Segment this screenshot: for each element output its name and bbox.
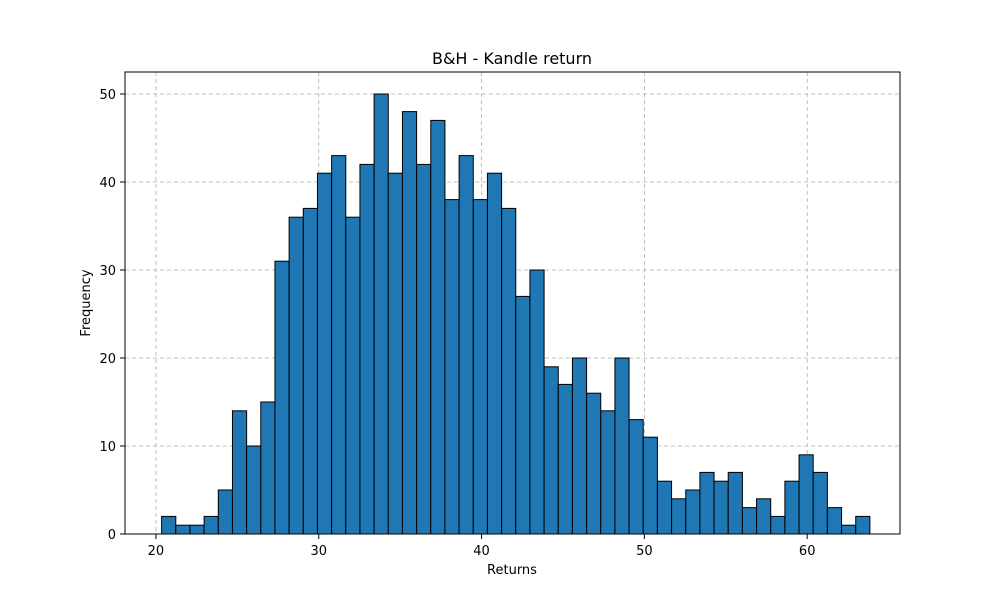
histogram-bar [642,436,658,535]
y-tick-label: 50 [99,88,116,103]
histogram-bar [260,401,276,535]
histogram-bar [217,489,233,535]
histogram-bar [231,410,248,535]
histogram-bar [841,524,857,535]
histogram-bar [784,480,800,535]
histogram-bar [444,199,460,535]
chart-title: B&H - Kandle return [432,49,592,68]
histogram-bar [501,207,517,535]
histogram-bar [656,480,673,535]
y-tick-label: 20 [99,352,116,367]
histogram-bar [798,454,814,535]
histogram-bar [727,471,743,535]
x-tick-label: 20 [148,544,165,559]
histogram-bar [316,172,333,535]
histogram-bar [557,383,573,535]
plot-frame [124,71,901,535]
x-tick-label: 40 [473,544,490,559]
histogram-bar [671,498,687,535]
histogram-bar [288,216,304,535]
histogram-bar [614,357,630,535]
histogram-bar [345,216,361,535]
histogram-bar [416,163,432,535]
histogram-bar [331,155,347,535]
histogram-bar [430,119,446,535]
histogram-bar [373,93,389,535]
x-tick-label: 30 [310,544,327,559]
histogram-bar [628,419,644,535]
histogram-bar [770,515,786,535]
histogram-bar [302,207,318,535]
histogram-bar [699,471,715,535]
histogram-bar [685,489,701,535]
histogram-bar [401,111,418,535]
y-tick-label: 40 [99,176,116,191]
histogram-bar [472,199,488,535]
histogram-bar [600,410,616,535]
histogram-bar [359,163,375,535]
histogram-bar [571,357,588,535]
histogram-bar [826,507,843,535]
bars-layer [161,93,871,535]
y-tick-label: 10 [99,440,116,455]
histogram-bar [529,269,545,535]
y-axis-label: Frequency [79,269,94,336]
ticks-layer: 20 30 40 50 60 0 10 20 30 40 50 [99,88,815,559]
x-tick-label: 50 [636,544,653,559]
histogram-bar [586,392,602,535]
histogram-bar [203,515,219,535]
histogram-bar [486,172,503,535]
histogram-bar [756,498,772,535]
y-tick-label: 0 [108,528,116,543]
x-tick-label: 60 [799,544,816,559]
histogram-bar [741,507,758,535]
histogram-bar [812,471,828,535]
x-axis-label: Returns [487,563,537,578]
histogram-bar [515,295,531,535]
histogram-bar [543,366,559,535]
histogram-bar [175,524,191,535]
histogram-bar [161,515,177,535]
histogram-bar [713,480,729,535]
histogram-bar [387,172,403,535]
y-tick-label: 30 [99,264,116,279]
histogram-bar [855,515,871,535]
histogram-bar [189,524,205,535]
histogram-bar [246,445,262,535]
histogram-bar [458,155,474,535]
histogram-bar [274,260,290,535]
